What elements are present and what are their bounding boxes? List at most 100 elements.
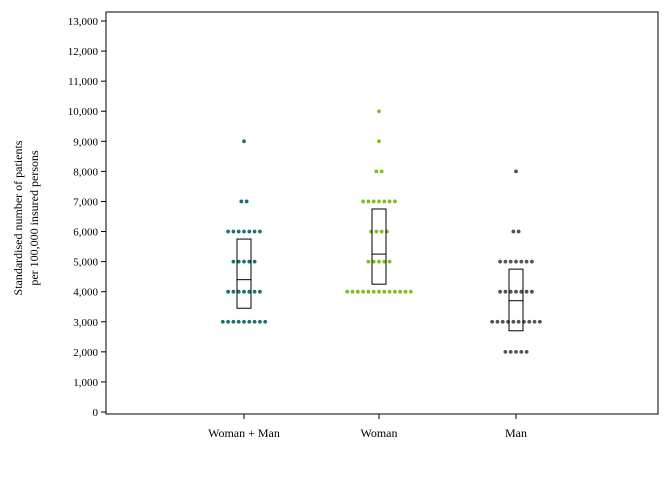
y-tick-label: 4,000 [73, 287, 98, 299]
data-point [532, 319, 537, 324]
data-point [247, 289, 252, 294]
y-tick-label: 9,000 [73, 136, 98, 148]
data-point [252, 229, 257, 234]
data-point [252, 259, 257, 264]
data-point [527, 319, 532, 324]
data-point [495, 319, 500, 324]
data-point [511, 229, 516, 234]
data-point [403, 289, 408, 294]
data-point [393, 289, 397, 294]
y-tick-label: 1,000 [73, 377, 98, 389]
x-axis: Woman + Man Woman Man [208, 414, 527, 440]
data-point [258, 229, 262, 234]
data-point [236, 319, 241, 324]
y-axis: 0 1,000 2,000 3,000 4,000 5,000 6,000 7,000 8,00… [68, 16, 106, 419]
data-point [366, 289, 371, 294]
data-point [530, 289, 534, 294]
series-group [220, 139, 268, 324]
data-point [244, 199, 249, 204]
data-point [242, 139, 246, 144]
data-point [231, 289, 236, 294]
data-point [516, 319, 521, 324]
data-point [387, 259, 392, 264]
data-point [377, 139, 381, 144]
data-point [379, 169, 384, 174]
data-point [498, 289, 502, 294]
y-axis-label-line-2: per 100,000 insured persons [27, 150, 41, 286]
x-tick-label: Woman [360, 426, 397, 440]
data-point [345, 289, 350, 294]
data-point [511, 319, 516, 324]
data-point [226, 289, 231, 294]
y-tick-label: 7,000 [73, 196, 98, 208]
data-point [355, 289, 360, 294]
data-point [516, 229, 521, 234]
data-point [530, 259, 534, 264]
data-point [387, 199, 392, 204]
data-point [252, 289, 257, 294]
data-point [537, 319, 542, 324]
data-point [524, 349, 529, 354]
data-point [514, 259, 518, 264]
data-marks [220, 109, 542, 354]
data-point [242, 229, 246, 234]
data-point [371, 289, 376, 294]
data-point [398, 289, 403, 294]
data-point [366, 199, 371, 204]
y-tick-label: 10,000 [68, 106, 99, 118]
data-point [500, 319, 505, 324]
data-point [371, 259, 376, 264]
data-point [236, 229, 241, 234]
data-point [377, 199, 381, 204]
data-point [231, 319, 236, 324]
data-point [371, 199, 376, 204]
y-tick-label: 13,000 [68, 16, 99, 28]
y-tick-label: 8,000 [73, 166, 98, 178]
data-point [252, 319, 257, 324]
y-tick-label: 0 [93, 407, 99, 419]
data-point [374, 169, 379, 174]
data-point [508, 349, 513, 354]
data-point [366, 259, 371, 264]
iqr-box [508, 268, 524, 332]
data-point [258, 289, 262, 294]
data-point [524, 259, 529, 264]
y-tick-label: 2,000 [73, 347, 98, 359]
series-group [490, 169, 542, 354]
data-point [236, 289, 241, 294]
x-tick-label: Woman + Man [208, 426, 280, 440]
data-point [220, 319, 225, 324]
plot-area [105, 11, 659, 415]
data-point [490, 319, 495, 324]
data-point [519, 259, 524, 264]
data-point [519, 289, 524, 294]
y-tick-label: 11,000 [68, 76, 98, 88]
data-point [377, 289, 381, 294]
data-point [503, 259, 508, 264]
data-point [239, 199, 244, 204]
series-group [345, 109, 413, 294]
data-point [503, 289, 508, 294]
data-point [524, 289, 529, 294]
data-point [361, 199, 365, 204]
data-point [247, 319, 252, 324]
data-point [242, 319, 246, 324]
data-point [236, 259, 241, 264]
data-point [247, 229, 252, 234]
iqr-box [371, 208, 387, 285]
data-point [387, 289, 392, 294]
y-axis-label-line-1: Standardised number of patients [11, 140, 25, 295]
data-point [382, 289, 387, 294]
data-point [379, 229, 384, 234]
data-point [508, 259, 513, 264]
data-point [377, 259, 381, 264]
y-tick-label: 5,000 [73, 257, 98, 269]
data-point [263, 319, 268, 324]
iqr-box [236, 238, 252, 309]
y-tick-label: 12,000 [68, 46, 99, 58]
data-point [247, 259, 252, 264]
data-point [503, 349, 508, 354]
x-tick-label: Man [505, 426, 527, 440]
y-tick-label: 3,000 [73, 317, 98, 329]
